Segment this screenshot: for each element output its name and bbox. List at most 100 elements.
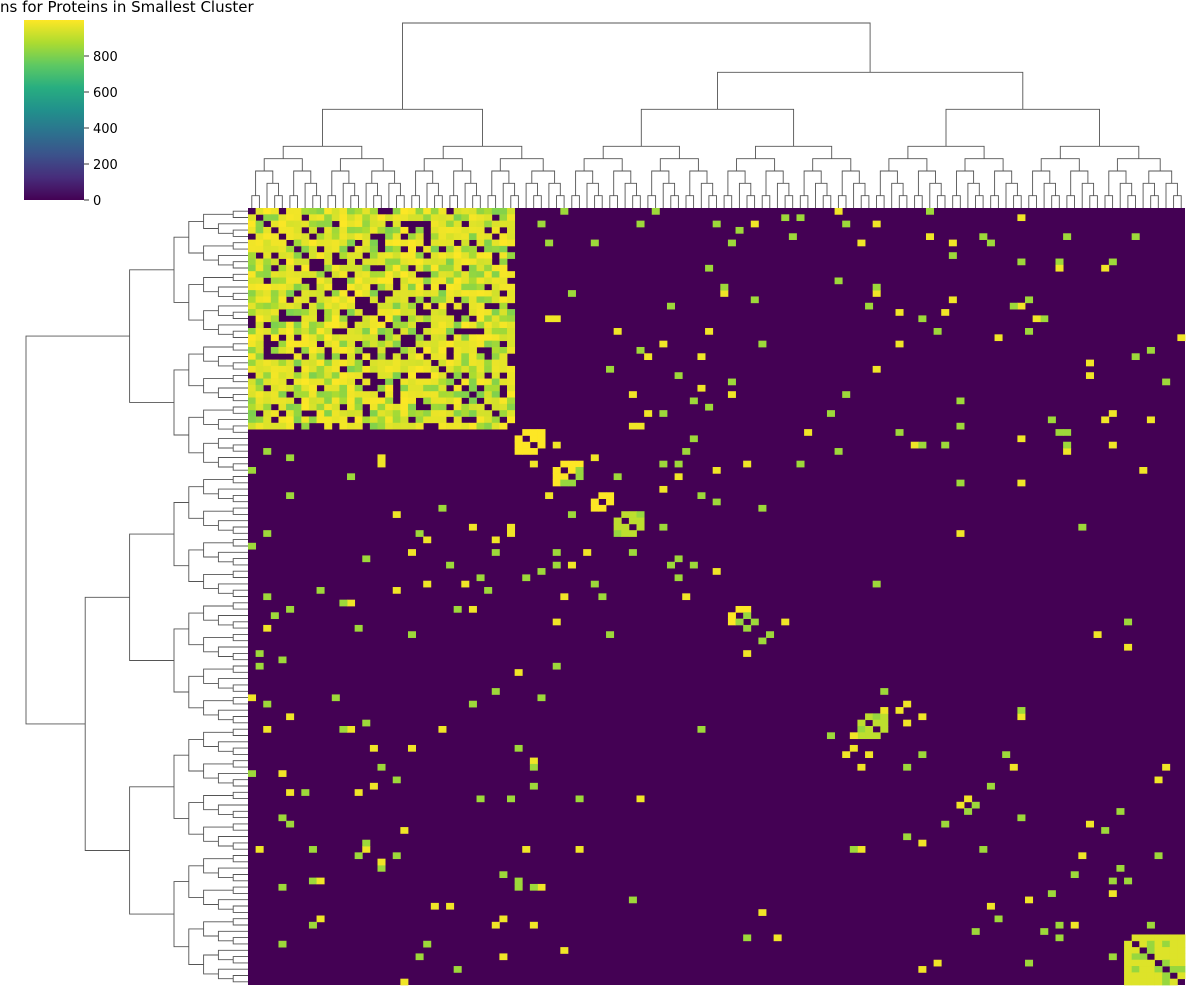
heatmap-cell <box>552 467 561 474</box>
heatmap-cell <box>476 271 485 278</box>
heatmap-cell <box>423 391 432 398</box>
heatmap-cell <box>308 226 317 234</box>
heatmap-cell <box>324 208 333 215</box>
heatmap-cell <box>324 378 333 386</box>
heatmap-cell <box>826 410 835 417</box>
heatmap-cell <box>339 315 348 323</box>
heatmap-cell <box>354 365 363 373</box>
heatmap-cell <box>400 214 409 222</box>
heatmap-cell <box>499 277 508 285</box>
heatmap-cell <box>430 346 439 354</box>
heatmap-cell <box>354 208 363 215</box>
dendrogram-link <box>203 542 234 558</box>
heatmap-cell <box>286 334 295 342</box>
heatmap-cell <box>1131 947 1140 954</box>
heatmap-cell <box>270 328 279 335</box>
dendrogram-link <box>717 71 1024 110</box>
heatmap-cell <box>1169 940 1178 948</box>
heatmap-cell <box>666 302 675 310</box>
heatmap-cell <box>903 763 912 771</box>
heatmap-cell <box>1070 871 1079 879</box>
dendrogram-link <box>841 170 860 196</box>
dendrogram-link <box>232 526 248 534</box>
heatmap-cell <box>369 391 378 398</box>
heatmap-cell <box>377 359 386 367</box>
heatmap-cell <box>415 252 424 259</box>
heatmap-cell <box>369 315 378 323</box>
heatmap-cell <box>407 422 416 430</box>
heatmap-cell <box>270 233 279 240</box>
heatmap-cell <box>301 296 310 304</box>
heatmap-cell <box>468 353 477 361</box>
heatmap-cell <box>567 467 576 474</box>
heatmap-cell <box>880 707 889 714</box>
dendrogram-link <box>129 269 174 403</box>
dendrogram-link <box>232 570 248 578</box>
dendrogram-link <box>1108 170 1127 196</box>
heatmap-cell <box>1146 921 1155 929</box>
heatmap-cell <box>423 410 432 417</box>
heatmap-cell <box>438 372 447 379</box>
dendrogram-link <box>449 195 458 208</box>
heatmap-cell <box>430 397 439 405</box>
heatmap-cell <box>369 226 378 234</box>
heatmap-cell <box>286 372 295 379</box>
heatmap-cell <box>476 252 485 259</box>
heatmap-cell <box>347 353 356 361</box>
heatmap-cell <box>278 328 287 335</box>
heatmap-cell <box>316 410 325 417</box>
dendrogram-link <box>746 195 756 208</box>
heatmap-cell <box>1177 947 1186 954</box>
heatmap-cell <box>354 271 363 278</box>
heatmap-cell <box>537 694 546 702</box>
heatmap-cell <box>514 435 523 443</box>
heatmap-cell <box>514 744 523 752</box>
heatmap-cell <box>842 220 851 228</box>
heatmap-cell <box>1009 302 1018 310</box>
heatmap-cell <box>903 719 912 727</box>
heatmap-cell <box>415 290 424 297</box>
heatmap-cell <box>400 309 409 316</box>
heatmap-cell <box>331 403 340 411</box>
heatmap-cell <box>354 789 363 796</box>
heatmap-cell <box>362 226 371 234</box>
heatmap-cell <box>301 239 310 247</box>
heatmap-cell <box>248 467 257 474</box>
heatmap-cell <box>354 214 363 222</box>
heatmap-cell <box>1146 940 1155 948</box>
heatmap-cell <box>354 624 363 632</box>
heatmap-cell <box>979 846 988 853</box>
heatmap-cell <box>1108 953 1117 961</box>
dendrogram-link <box>1005 182 1018 208</box>
heatmap-cell <box>910 441 919 449</box>
heatmap-cell <box>956 397 965 405</box>
heatmap-cell <box>347 309 356 316</box>
heatmap-cell <box>1154 972 1163 980</box>
heatmap-cell <box>308 403 317 411</box>
heatmap-cell <box>438 296 447 304</box>
heatmap-cell <box>857 846 866 853</box>
heatmap-cell <box>476 239 485 247</box>
dendrogram-link <box>659 158 699 171</box>
heatmap-cell <box>438 353 447 361</box>
heatmap-cell <box>468 410 477 417</box>
heatmap-cell <box>903 700 912 708</box>
heatmap-cell <box>430 902 439 910</box>
heatmap-cell <box>507 239 516 247</box>
heatmap-cell <box>468 277 477 285</box>
heatmap-cell <box>263 365 272 373</box>
heatmap-cell <box>743 650 752 657</box>
dendrogram-link <box>502 182 516 208</box>
heatmap-cell <box>438 258 447 266</box>
heatmap-cell <box>331 353 340 361</box>
heatmap-cell <box>407 346 416 354</box>
dendrogram-link <box>1150 195 1159 208</box>
heatmap-cell <box>316 391 325 398</box>
heatmap-cell <box>286 422 295 430</box>
heatmap-cell <box>263 403 272 411</box>
heatmap-cell <box>385 239 394 247</box>
heatmap-cell <box>461 283 470 291</box>
heatmap-cell <box>423 346 432 354</box>
heatmap-cell <box>308 378 317 386</box>
heatmap-cell <box>628 896 637 904</box>
